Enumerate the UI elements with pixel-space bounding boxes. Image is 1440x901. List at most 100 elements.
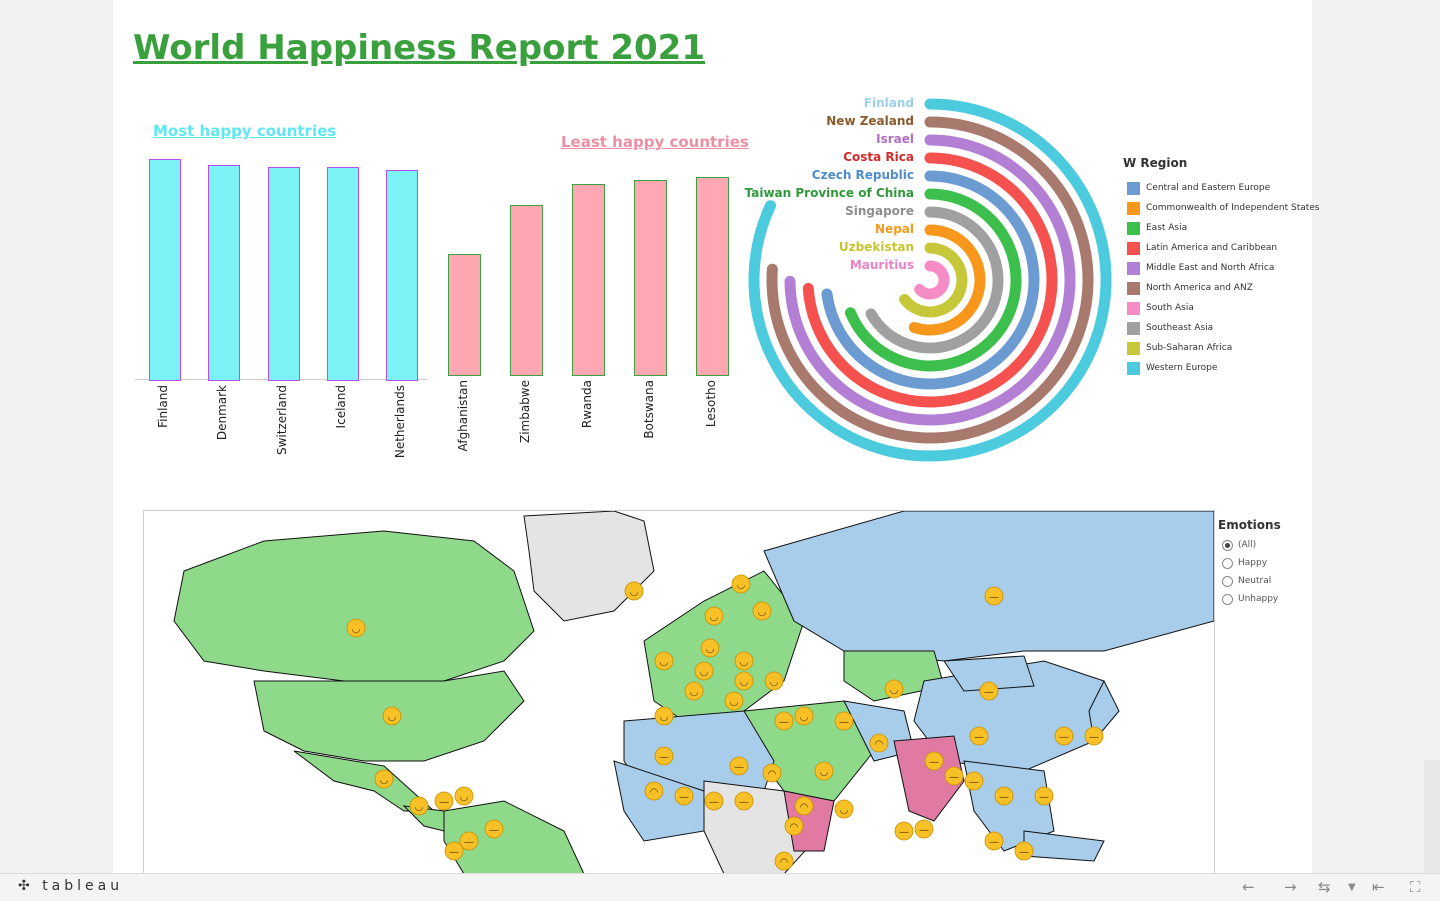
country-west-africa[interactable]: [613, 760, 705, 842]
happy-face-marker[interactable]: ◡: [654, 651, 674, 671]
bar-rwanda[interactable]: [572, 184, 605, 376]
happy-face-marker[interactable]: ◡: [654, 706, 674, 726]
neutral-face-marker[interactable]: —: [994, 786, 1014, 806]
neutral-face-marker[interactable]: —: [1014, 841, 1034, 861]
tableau-logo[interactable]: ✣ tableau: [18, 878, 123, 894]
neutral-face-marker[interactable]: —: [774, 711, 794, 731]
radial-arc-uzbekistan[interactable]: [899, 242, 968, 318]
happy-face-marker[interactable]: ◡: [834, 799, 854, 819]
country-indonesia[interactable]: [1023, 830, 1105, 862]
country-greenland[interactable]: [523, 511, 655, 622]
neutral-face-marker[interactable]: —: [984, 831, 1004, 851]
emotion-option[interactable]: Happy: [1218, 554, 1281, 572]
bar-afghanistan[interactable]: [448, 254, 481, 376]
bar-lesotho[interactable]: [696, 177, 729, 376]
radio-button[interactable]: [1222, 575, 1233, 587]
country-kazakhstan[interactable]: [843, 650, 945, 702]
radial-arc-israel[interactable]: [784, 134, 1076, 426]
neutral-face-marker[interactable]: —: [834, 711, 854, 731]
neutral-face-marker[interactable]: —: [459, 831, 479, 851]
legend-item[interactable]: East Asia: [1123, 218, 1320, 238]
radio-button[interactable]: [1222, 593, 1233, 605]
radial-arc-new-zealand[interactable]: [766, 116, 1094, 444]
legend-item[interactable]: Latin America and Caribbean: [1123, 238, 1320, 258]
legend-item[interactable]: North America and ANZ: [1123, 278, 1320, 298]
unhappy-face-marker[interactable]: ◠: [644, 781, 664, 801]
neutral-face-marker[interactable]: —: [894, 821, 914, 841]
happy-face-marker[interactable]: ◡: [734, 651, 754, 671]
happy-face-marker[interactable]: ◡: [454, 786, 474, 806]
neutral-face-marker[interactable]: —: [914, 819, 934, 839]
happy-face-marker[interactable]: ◡: [704, 606, 724, 626]
neutral-face-marker[interactable]: —: [654, 746, 674, 766]
fullscreen-icon[interactable]: ⛶: [1410, 878, 1421, 896]
country-china[interactable]: [913, 660, 1105, 772]
happy-face-marker[interactable]: ◡: [724, 691, 744, 711]
legend-item[interactable]: Commonwealth of Independent States: [1123, 198, 1320, 218]
neutral-face-marker[interactable]: —: [1034, 786, 1054, 806]
emotion-option[interactable]: Neutral: [1218, 572, 1281, 590]
radial-arc-czech-republic[interactable]: [821, 170, 1040, 390]
radial-arc-mauritius[interactable]: [914, 260, 950, 300]
dropdown-icon[interactable]: ▼: [1348, 882, 1356, 893]
neutral-face-marker[interactable]: —: [729, 756, 749, 776]
radial-arc-nepal[interactable]: [908, 224, 986, 336]
radio-button[interactable]: [1222, 557, 1233, 569]
legend-item[interactable]: Southeast Asia: [1123, 318, 1320, 338]
redo-icon[interactable]: →: [1284, 878, 1297, 896]
neutral-face-marker[interactable]: —: [434, 791, 454, 811]
neutral-face-marker[interactable]: —: [924, 751, 944, 771]
emotions-filter[interactable]: Emotions (All) Happy Neutral Unhappy: [1218, 518, 1281, 608]
unhappy-face-marker[interactable]: ◠: [869, 733, 889, 753]
radio-button[interactable]: [1222, 539, 1233, 551]
happy-face-marker[interactable]: ◡: [884, 679, 904, 699]
world-map[interactable]: ◡ ◡ ◡ ◡ ◡ ◡ ◡ ◡ ◡ ◡ ◡ ◡ ◡ ◡ ◡ ◡ — ◡ — ◠ ◡ — — — — — — — — — — — — ◠ ◠ — — — ◠ ◠…: [143, 510, 1215, 874]
radial-arc-taiwan-province-of-china[interactable]: [844, 188, 1022, 372]
radial-bar-chart[interactable]: [730, 80, 1130, 480]
neutral-face-marker[interactable]: —: [704, 791, 724, 811]
legend-item[interactable]: South Asia: [1123, 298, 1320, 318]
neutral-face-marker[interactable]: —: [734, 791, 754, 811]
happiness-bar-chart[interactable]: Finland Denmark Switzerland Iceland Netherla…: [130, 150, 740, 460]
happy-face-marker[interactable]: ◡: [346, 618, 366, 638]
unhappy-face-marker[interactable]: ◠: [784, 816, 804, 836]
neutral-face-marker[interactable]: —: [984, 586, 1004, 606]
unhappy-face-marker[interactable]: ◠: [774, 851, 794, 871]
neutral-face-marker[interactable]: —: [674, 786, 694, 806]
country-mongolia[interactable]: [943, 655, 1035, 692]
vertical-scrollbar[interactable]: [1424, 760, 1440, 873]
bar-switzerland[interactable]: [268, 167, 300, 381]
bar-botswana[interactable]: [634, 180, 667, 376]
neutral-face-marker[interactable]: —: [444, 841, 464, 861]
revert-icon[interactable]: ⇆: [1318, 878, 1331, 896]
emotion-option[interactable]: Unhappy: [1218, 590, 1281, 608]
happy-face-marker[interactable]: ◡: [624, 581, 644, 601]
country-india[interactable]: [893, 735, 965, 822]
neutral-face-marker[interactable]: —: [1084, 726, 1104, 746]
radial-arc-finland[interactable]: [748, 98, 1112, 462]
legend-item[interactable]: Sub-Saharan Africa: [1123, 338, 1320, 358]
legend-item[interactable]: Western Europe: [1123, 358, 1320, 378]
bar-netherlands[interactable]: [386, 170, 418, 381]
country-russia[interactable]: [763, 511, 1214, 662]
bar-denmark[interactable]: [208, 165, 240, 381]
happy-face-marker[interactable]: ◡: [684, 681, 704, 701]
happy-face-marker[interactable]: ◡: [814, 761, 834, 781]
happy-face-marker[interactable]: ◡: [409, 796, 429, 816]
bar-finland[interactable]: [149, 159, 181, 381]
rewind-icon[interactable]: ⇤: [1372, 878, 1385, 896]
country-europe[interactable]: [643, 570, 805, 722]
undo-icon[interactable]: ←: [1242, 878, 1255, 896]
neutral-face-marker[interactable]: —: [484, 819, 504, 839]
neutral-face-marker[interactable]: —: [1054, 726, 1074, 746]
legend-item[interactable]: Central and Eastern Europe: [1123, 178, 1320, 198]
map-canvas[interactable]: ◡◡◡◡◡◡ ◡◡◡◡◡◡◡◡◡◡ — ◡ —◠◡ ——— — ——— —— ———◠◠ — — — ◠◠…: [144, 511, 1214, 874]
neutral-face-marker[interactable]: —: [979, 681, 999, 701]
legend-item[interactable]: Middle East and North Africa: [1123, 258, 1320, 278]
country-south-america[interactable]: [443, 800, 585, 874]
neutral-face-marker[interactable]: —: [944, 766, 964, 786]
emotion-option[interactable]: (All): [1218, 536, 1281, 554]
radial-arc-costa-rica[interactable]: [802, 152, 1058, 408]
country-mexico[interactable]: [293, 750, 436, 812]
happy-face-marker[interactable]: ◡: [374, 769, 394, 789]
